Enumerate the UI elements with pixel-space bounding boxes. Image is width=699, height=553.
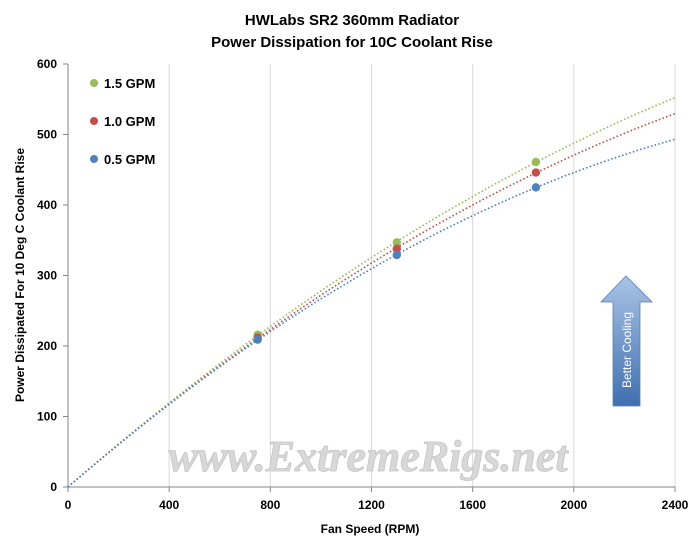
x-tick-label: 0: [65, 498, 72, 512]
x-tick-label: 800: [260, 498, 280, 512]
legend-entry: 1.0 GPM: [104, 114, 155, 129]
chart-subtitle: Power Dissipation for 10C Coolant Rise: [211, 34, 493, 51]
plot-area: 0 100 200 300 400 500 600 0 400 800 1200 1600 2000 24…: [37, 57, 689, 512]
legend: 1.5 GPM 1.0 GPM 0.5 GPM: [90, 76, 155, 167]
watermark: www.ExtremeRigs.net: [168, 432, 569, 481]
y-tick-label: 0: [50, 480, 57, 494]
chart-title: HWLabs SR2 360mm Radiator: [245, 12, 459, 29]
y-tick-label: 300: [37, 269, 57, 283]
data-point-0-5-gpm: [253, 335, 262, 344]
data-point-1-5-gpm: [531, 157, 541, 167]
arrow-up-icon: [600, 275, 653, 407]
trendline-1-5-gpm: [67, 96, 676, 488]
data-point-1-0-gpm: [531, 168, 541, 177]
x-tick-label: 2000: [560, 498, 587, 512]
x-axis-label: Fan Speed (RPM): [321, 522, 420, 536]
trendline-1-0-gpm: [67, 112, 676, 488]
better-cooling-arrow: Better Cooling: [600, 275, 653, 407]
data-point-0-5-gpm: [531, 183, 541, 192]
y-tick-label: 100: [37, 410, 57, 424]
legend-entry: 1.5 GPM: [104, 76, 155, 91]
better-cooling-label: Better Cooling: [620, 312, 634, 388]
y-axis-label: Power Dissipated For 10 Deg C Coolant Ri…: [13, 148, 27, 402]
y-tick-label: 400: [37, 198, 57, 212]
x-tick-label: 1200: [358, 498, 385, 512]
data-point-1-0-gpm: [392, 244, 401, 253]
data-point-1-5-gpm: [392, 238, 401, 247]
x-tick-label: 400: [159, 498, 179, 512]
legend-marker: [90, 79, 98, 87]
legend-marker: [90, 117, 98, 125]
trendline-0-5-gpm: [67, 138, 676, 488]
legend-entry: 0.5 GPM: [104, 152, 155, 167]
x-tick-label: 2400: [662, 498, 689, 512]
data-point-0-5-gpm: [392, 250, 401, 260]
y-tick-label: 500: [37, 128, 57, 142]
legend-marker: [90, 155, 98, 163]
y-tick-label: 200: [37, 339, 57, 353]
y-tick-label: 600: [37, 57, 57, 71]
x-tick-label: 1600: [459, 498, 486, 512]
